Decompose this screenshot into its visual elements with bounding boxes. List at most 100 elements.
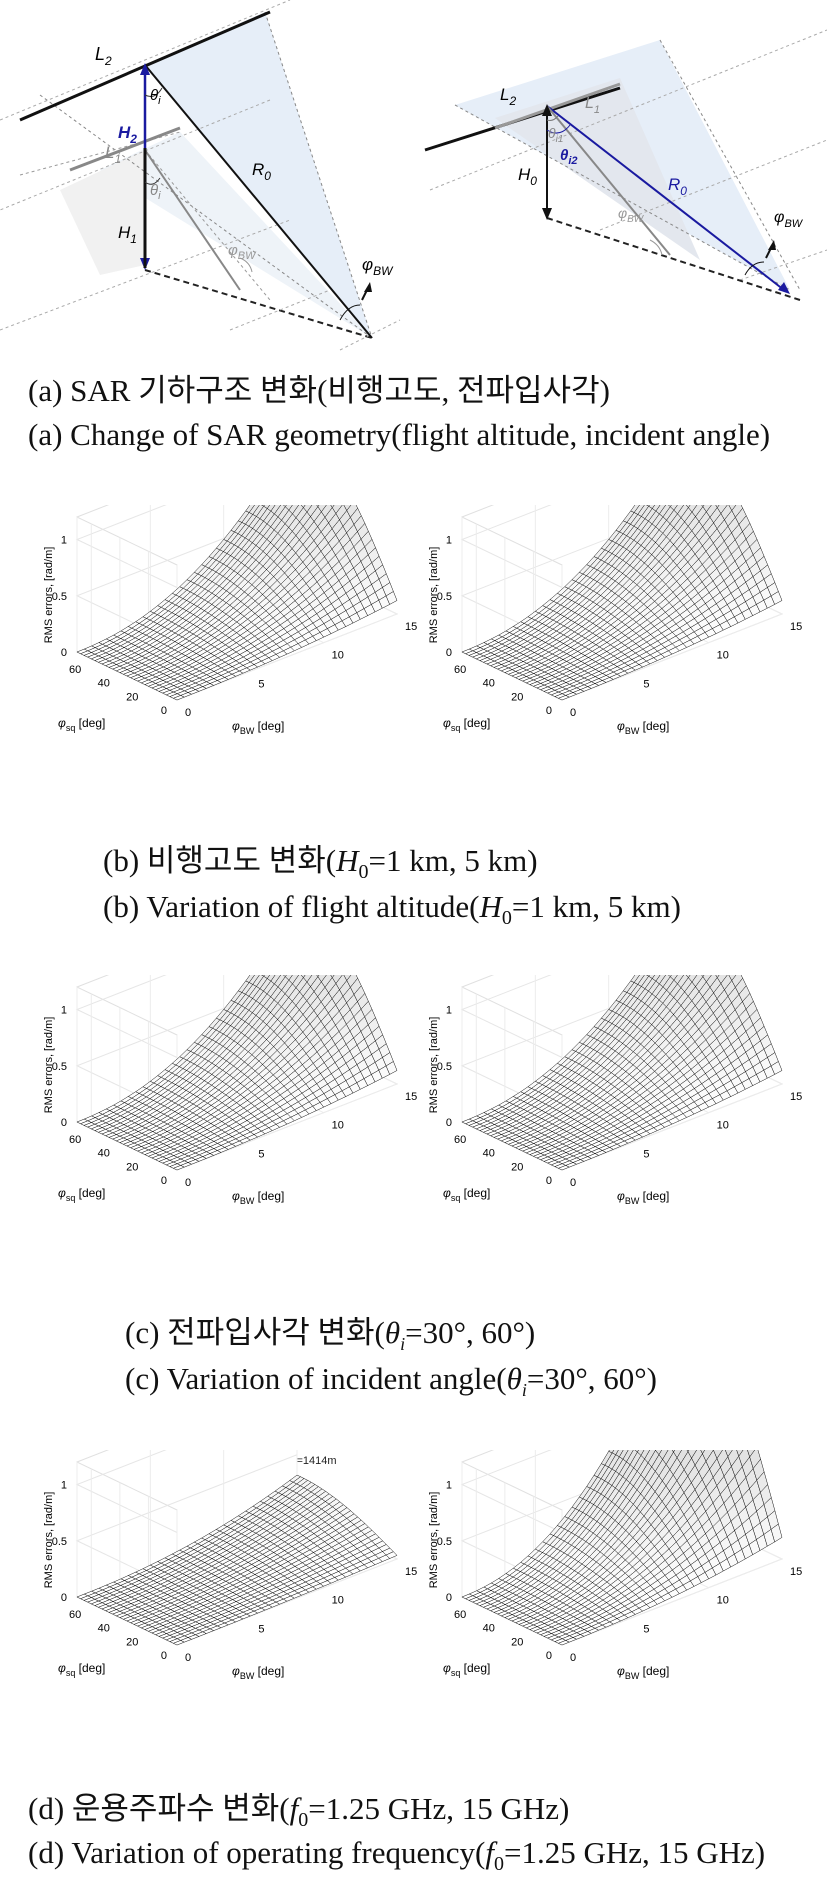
sq-tick-label: 0 — [161, 1175, 167, 1187]
z-tick-label: 1 — [61, 1480, 67, 1492]
sq-tick-label: 0 — [161, 705, 167, 717]
sq-axis-label: φsq [deg] — [58, 1186, 105, 1203]
z-tick-label: 0 — [446, 1592, 452, 1604]
bw-tick-label: 15 — [405, 1091, 417, 1103]
z-tick-label: 0 — [446, 647, 452, 659]
sq-tick-label: 60 — [69, 1134, 81, 1146]
surface-plot-3: X-band, H0=1km, θi=30°, R0=1155m00.51RMS… — [40, 975, 440, 1275]
sq-tick-label: 0 — [546, 1175, 552, 1187]
bw-tick-label: 0 — [185, 1652, 191, 1664]
bw-tick-label: 0 — [570, 707, 576, 719]
caption-d-en: (d) Variation of operating frequency(f0=… — [28, 1836, 827, 1881]
caption-b-kr: (b) 비행고도 변화(H0=1 km, 5 km) — [103, 844, 827, 889]
bw-tick-label: 5 — [643, 1623, 649, 1635]
sq-tick-label: 20 — [126, 1636, 138, 1648]
bw-tick-label: 0 — [185, 1177, 191, 1189]
label-H2-left: H2 — [118, 123, 137, 146]
bw-axis-label: φBW [deg] — [617, 1189, 669, 1206]
sq-tick-label: 40 — [483, 1623, 495, 1635]
sq-axis-label: φsq [deg] — [58, 716, 105, 733]
surface-plot-5: L-band, H0=1km, θi=45°, R0=1414m00.51RMS… — [40, 1450, 440, 1750]
caption-a-kr: (a) SAR 기하구조 변화(비행고도, 전파입사각) — [28, 374, 827, 408]
bw-tick-label: 0 — [570, 1652, 576, 1664]
label-phi-left: φBW — [362, 255, 394, 278]
z-tick-label: 0 — [61, 1117, 67, 1129]
bw-tick-label: 15 — [405, 621, 417, 633]
z-tick-label: 1 — [61, 535, 67, 547]
sq-tick-label: 40 — [483, 678, 495, 690]
caption-b-en: (b) Variation of flight altitude(H0=1 km… — [103, 890, 827, 935]
bw-tick-label: 15 — [790, 1091, 802, 1103]
geometry-right: L2 L1 H0 R0 θi1 θi2 φBW φBW — [425, 30, 827, 300]
label-theta-left-top: θi — [150, 87, 161, 107]
bw-axis-label: φBW [deg] — [232, 1664, 284, 1681]
bw-tick-label: 10 — [332, 650, 344, 662]
bw-tick-label: 15 — [790, 1566, 802, 1578]
sq-tick-label: 60 — [454, 1609, 466, 1621]
bw-tick-label: 10 — [717, 650, 729, 662]
bw-axis-label: φBW [deg] — [617, 1664, 669, 1681]
sq-tick-label: 20 — [511, 691, 523, 703]
z-axis-label: RMS errors, [rad/m] — [428, 1017, 440, 1114]
sq-tick-label: 60 — [69, 664, 81, 676]
z-tick-label: 1 — [446, 1005, 452, 1017]
sq-tick-label: 40 — [98, 678, 110, 690]
surface-plot-2: X-band, H0=5km, θi=45°, R0=7071m00.51RMS… — [425, 505, 825, 805]
bw-tick-label: 10 — [717, 1120, 729, 1132]
z-axis-label: RMS errors, [rad/m] — [428, 1492, 440, 1589]
caption-d-kr: (d) 운용주파수 변화(f0=1.25 GHz, 15 GHz) — [28, 1792, 827, 1837]
z-tick-label: 0 — [61, 1592, 67, 1604]
sq-tick-label: 60 — [454, 1134, 466, 1146]
z-tick-label: 0 — [446, 1117, 452, 1129]
bw-axis-label: φBW [deg] — [617, 719, 669, 736]
bw-tick-label: 0 — [570, 1177, 576, 1189]
z-axis-label: RMS errors, [rad/m] — [428, 547, 440, 644]
z-axis-label: RMS errors, [rad/m] — [43, 1017, 55, 1114]
z-axis-label: RMS errors, [rad/m] — [43, 547, 55, 644]
z-tick-label: 1 — [446, 1480, 452, 1492]
z-tick-label: 0 — [61, 647, 67, 659]
bw-axis-label: φBW [deg] — [232, 1189, 284, 1206]
z-tick-label: 1 — [446, 535, 452, 547]
sq-tick-label: 60 — [69, 1609, 81, 1621]
label-L1-left: L1 — [105, 143, 121, 166]
caption-c-en: (c) Variation of incident angle(θi=30°, … — [125, 1362, 827, 1407]
surface-plot-1: X-band, H0=1km, θi=45°, R0=1414m00.51RMS… — [40, 505, 440, 805]
label-H0-right: H0 — [518, 165, 537, 188]
label-phi-right: φBW — [774, 209, 804, 230]
sar-geometry-diagram: L2 L1 H2 H1 R0 θi θi φBW φBW — [0, 0, 827, 360]
sq-tick-label: 20 — [511, 1636, 523, 1648]
surface-plot-4: X-band, H0=1km, θi=60°, R0=2000m00.51RMS… — [425, 975, 825, 1275]
sq-tick-label: 40 — [98, 1623, 110, 1635]
caption-c-kr: (c) 전파입사각 변화(θi=30°, 60°) — [125, 1316, 827, 1361]
z-tick-label: 1 — [61, 1005, 67, 1017]
caption-a-en: (a) Change of SAR geometry(flight altitu… — [28, 418, 827, 452]
bw-tick-label: 10 — [717, 1595, 729, 1607]
z-axis-label: RMS errors, [rad/m] — [43, 1492, 55, 1589]
sq-axis-label: φsq [deg] — [443, 1661, 490, 1678]
bw-tick-label: 0 — [185, 707, 191, 719]
sq-axis-label: φsq [deg] — [443, 1186, 490, 1203]
bw-tick-label: 5 — [258, 678, 264, 690]
label-L2-left: L2 — [95, 44, 112, 68]
sq-tick-label: 0 — [546, 705, 552, 717]
sq-tick-label: 60 — [454, 664, 466, 676]
bw-tick-label: 10 — [332, 1595, 344, 1607]
sq-tick-label: 0 — [546, 1650, 552, 1662]
surface-plot-6: Ku-band, H0=1km, θi=45°, R0=1414m00.51RM… — [425, 1450, 825, 1750]
sq-axis-label: φsq [deg] — [443, 716, 490, 733]
sq-tick-label: 20 — [126, 1161, 138, 1173]
sq-tick-label: 40 — [98, 1148, 110, 1160]
sq-tick-label: 0 — [161, 1650, 167, 1662]
bw-tick-label: 10 — [332, 1120, 344, 1132]
sq-tick-label: 20 — [126, 691, 138, 703]
geometry-left: L2 L1 H2 H1 R0 θi θi φBW φBW — [0, 0, 400, 350]
sq-tick-label: 40 — [483, 1148, 495, 1160]
